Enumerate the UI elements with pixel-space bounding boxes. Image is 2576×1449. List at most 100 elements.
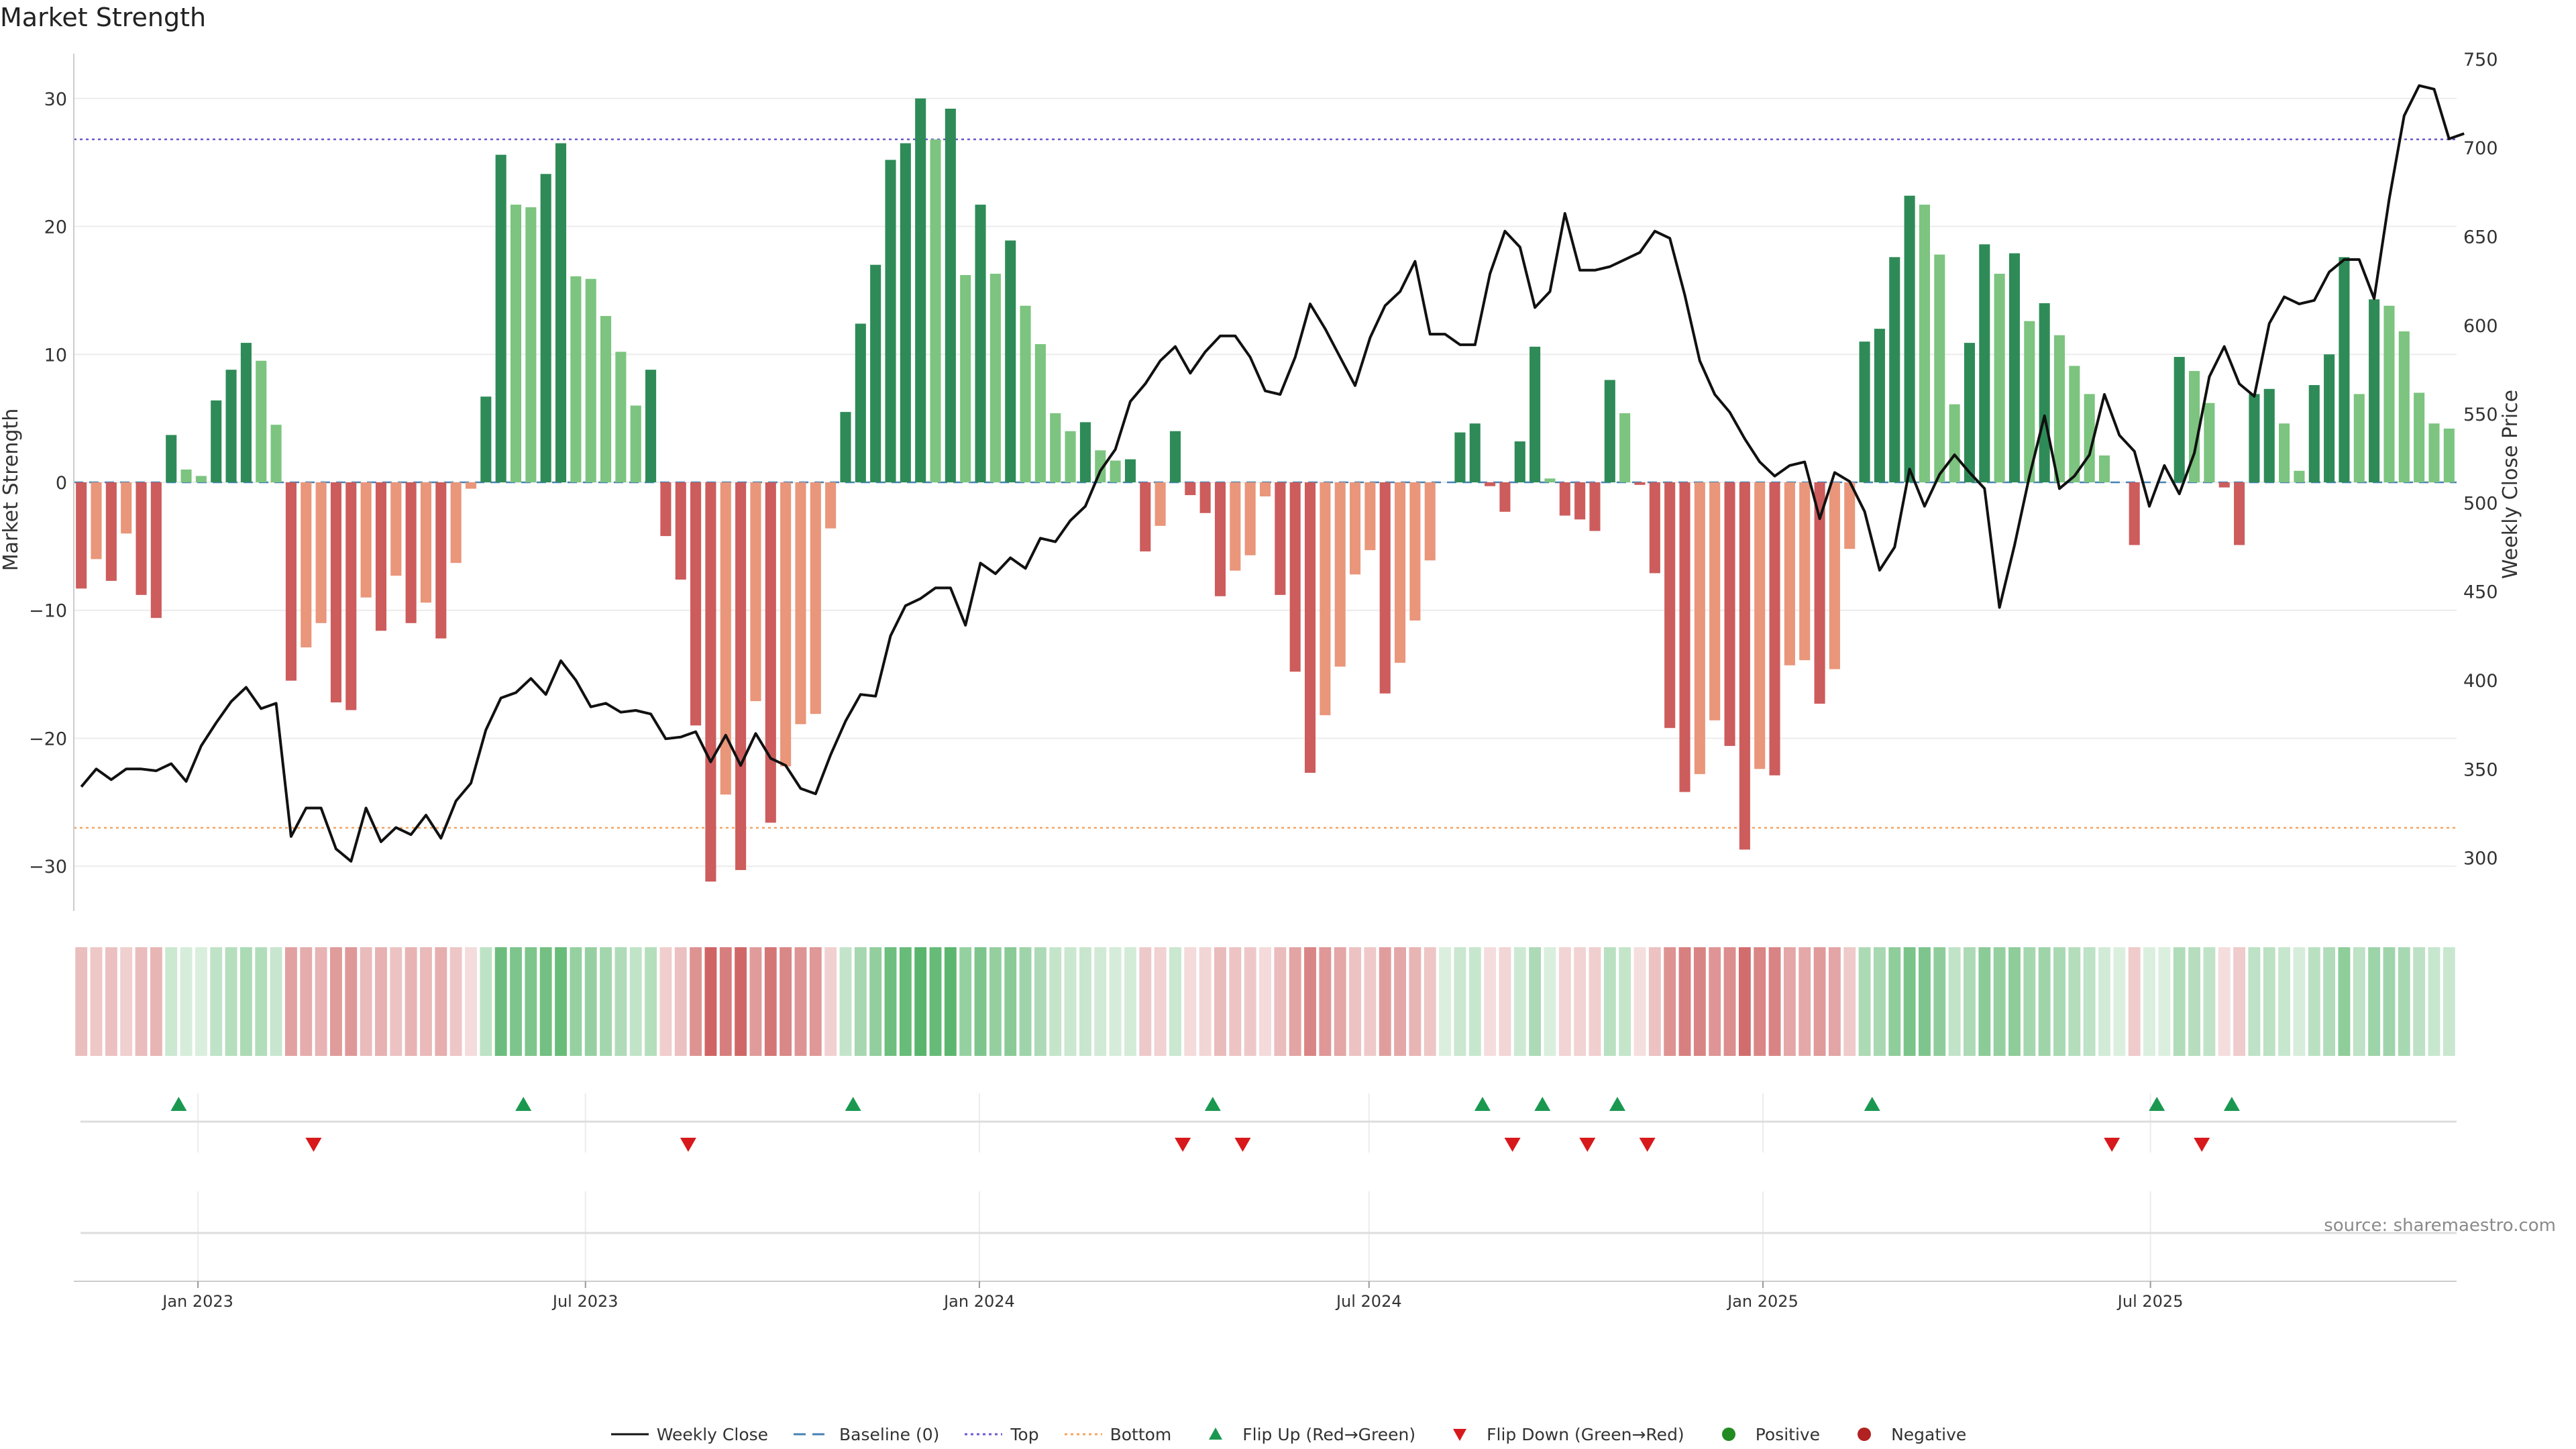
strength-bar xyxy=(1694,482,1705,774)
legend-item-flip-up[interactable]: Flip Up (Red→Green) xyxy=(1195,1424,1415,1444)
heat-cell xyxy=(2398,947,2410,1056)
heat-cell xyxy=(1799,947,1811,1056)
heat-cell xyxy=(1589,947,1601,1056)
strength-bar xyxy=(780,482,792,767)
heat-cell xyxy=(1334,947,1346,1056)
heat-cell xyxy=(2278,947,2291,1056)
strength-bar xyxy=(675,482,686,580)
strength-bar xyxy=(180,469,192,482)
flip-down-marker xyxy=(1579,1138,1596,1152)
heat-cell xyxy=(1468,947,1481,1056)
heat-cell xyxy=(1544,947,1556,1056)
flip-down-marker xyxy=(1639,1138,1656,1152)
strength-bar xyxy=(690,482,702,726)
strength-bar xyxy=(915,98,926,482)
strength-bar xyxy=(2294,470,2305,482)
strength-bar xyxy=(1140,482,1151,552)
heat-cell xyxy=(300,947,313,1056)
heat-cell xyxy=(405,947,417,1056)
y2-tick-label: 350 xyxy=(2463,759,2498,780)
heat-cell xyxy=(2143,947,2155,1056)
strength-bar xyxy=(285,482,297,681)
strength-bar xyxy=(960,274,971,482)
heat-cell xyxy=(180,947,193,1056)
strength-bar xyxy=(1604,380,1615,482)
legend-item-weekly-close[interactable]: Weekly Close xyxy=(610,1424,768,1444)
heat-cell xyxy=(2413,947,2426,1056)
heat-cell xyxy=(914,947,927,1056)
time-axis: Jan 2023 Jul 2023 Jan 2024 Jul 2024 Jan 2025… xyxy=(74,1281,2457,1311)
heat-cell xyxy=(1709,947,1721,1056)
heat-cell xyxy=(284,947,297,1056)
heat-cell xyxy=(2023,947,2036,1056)
legend-item-bottom[interactable]: Bottom xyxy=(1063,1424,1171,1444)
heat-cell xyxy=(1364,947,1377,1056)
strength-bar xyxy=(1814,482,1825,704)
heat-cell xyxy=(120,947,133,1056)
strength-bar xyxy=(1050,413,1061,482)
heat-cell xyxy=(764,947,777,1056)
flip-up-marker xyxy=(1864,1097,1880,1111)
strength-bar xyxy=(256,360,267,482)
heat-cell xyxy=(1738,947,1751,1056)
legend-label: Top xyxy=(1010,1424,1039,1444)
strength-bar xyxy=(1485,482,1496,486)
strength-bar xyxy=(2024,321,2035,482)
strength-bar xyxy=(1904,195,1915,482)
flip-markers-panel xyxy=(80,1093,2457,1281)
heat-cell xyxy=(239,947,252,1056)
strength-bar xyxy=(1110,460,1121,482)
heat-cell xyxy=(1004,947,1017,1056)
strength-bar xyxy=(1874,329,1885,482)
strength-bar xyxy=(465,482,477,489)
heat-cell xyxy=(1933,947,1946,1056)
strength-bar xyxy=(2428,423,2440,482)
legend-item-top[interactable]: Top xyxy=(963,1424,1039,1444)
heat-cell xyxy=(1169,947,1181,1056)
strength-bar xyxy=(270,425,282,482)
red-dot-icon xyxy=(1858,1428,1872,1441)
heat-cell xyxy=(270,947,282,1056)
heat-cell xyxy=(1394,947,1406,1056)
heat-cell xyxy=(2293,947,2306,1056)
strength-bar xyxy=(1304,482,1316,773)
heat-cell xyxy=(2353,947,2365,1056)
strength-bar xyxy=(570,276,582,482)
strength-bar xyxy=(1844,482,1856,549)
strength-bar xyxy=(405,482,417,623)
heat-cell xyxy=(884,947,897,1056)
legend-item-positive[interactable]: Positive xyxy=(1709,1424,1820,1444)
y2-tick-label: 750 xyxy=(2463,50,2498,70)
heat-cell xyxy=(539,947,552,1056)
heat-cell xyxy=(1154,947,1167,1056)
strength-bar xyxy=(900,143,911,482)
heat-cell xyxy=(525,947,537,1056)
strength-bar xyxy=(1259,482,1271,496)
flip-up-marker xyxy=(2223,1097,2240,1111)
strength-bar xyxy=(1919,205,1930,482)
flip-up-marker xyxy=(1609,1097,1625,1111)
strength-bar xyxy=(420,482,432,603)
heat-cell xyxy=(869,947,882,1056)
strength-bar xyxy=(2053,335,2065,482)
legend-item-baseline[interactable]: Baseline (0) xyxy=(792,1424,939,1444)
y2-tick-label: 450 xyxy=(2463,582,2498,603)
flip-up-marker xyxy=(515,1097,532,1111)
legend-item-flip-down[interactable]: Flip Down (Green→Red) xyxy=(1440,1424,1684,1444)
strength-bar xyxy=(345,482,357,710)
strength-bar xyxy=(2279,423,2290,482)
strength-bar xyxy=(1544,478,1556,482)
right-axis: 750 700 650 600 550 500 450 400 350 300 xyxy=(2463,50,2498,869)
heat-cell xyxy=(494,947,507,1056)
strength-bar xyxy=(930,139,941,483)
y-tick-label: −30 xyxy=(29,857,67,877)
strength-bar xyxy=(1649,482,1660,574)
green-dot-icon xyxy=(1721,1428,1735,1441)
heat-cell xyxy=(1439,947,1452,1056)
strength-bar xyxy=(1934,254,1945,482)
heat-cell xyxy=(1049,947,1062,1056)
strength-bar xyxy=(2263,388,2275,482)
heat-cell xyxy=(1664,947,1676,1056)
legend-item-negative[interactable]: Negative xyxy=(1844,1424,1966,1444)
strength-bar xyxy=(555,143,567,482)
